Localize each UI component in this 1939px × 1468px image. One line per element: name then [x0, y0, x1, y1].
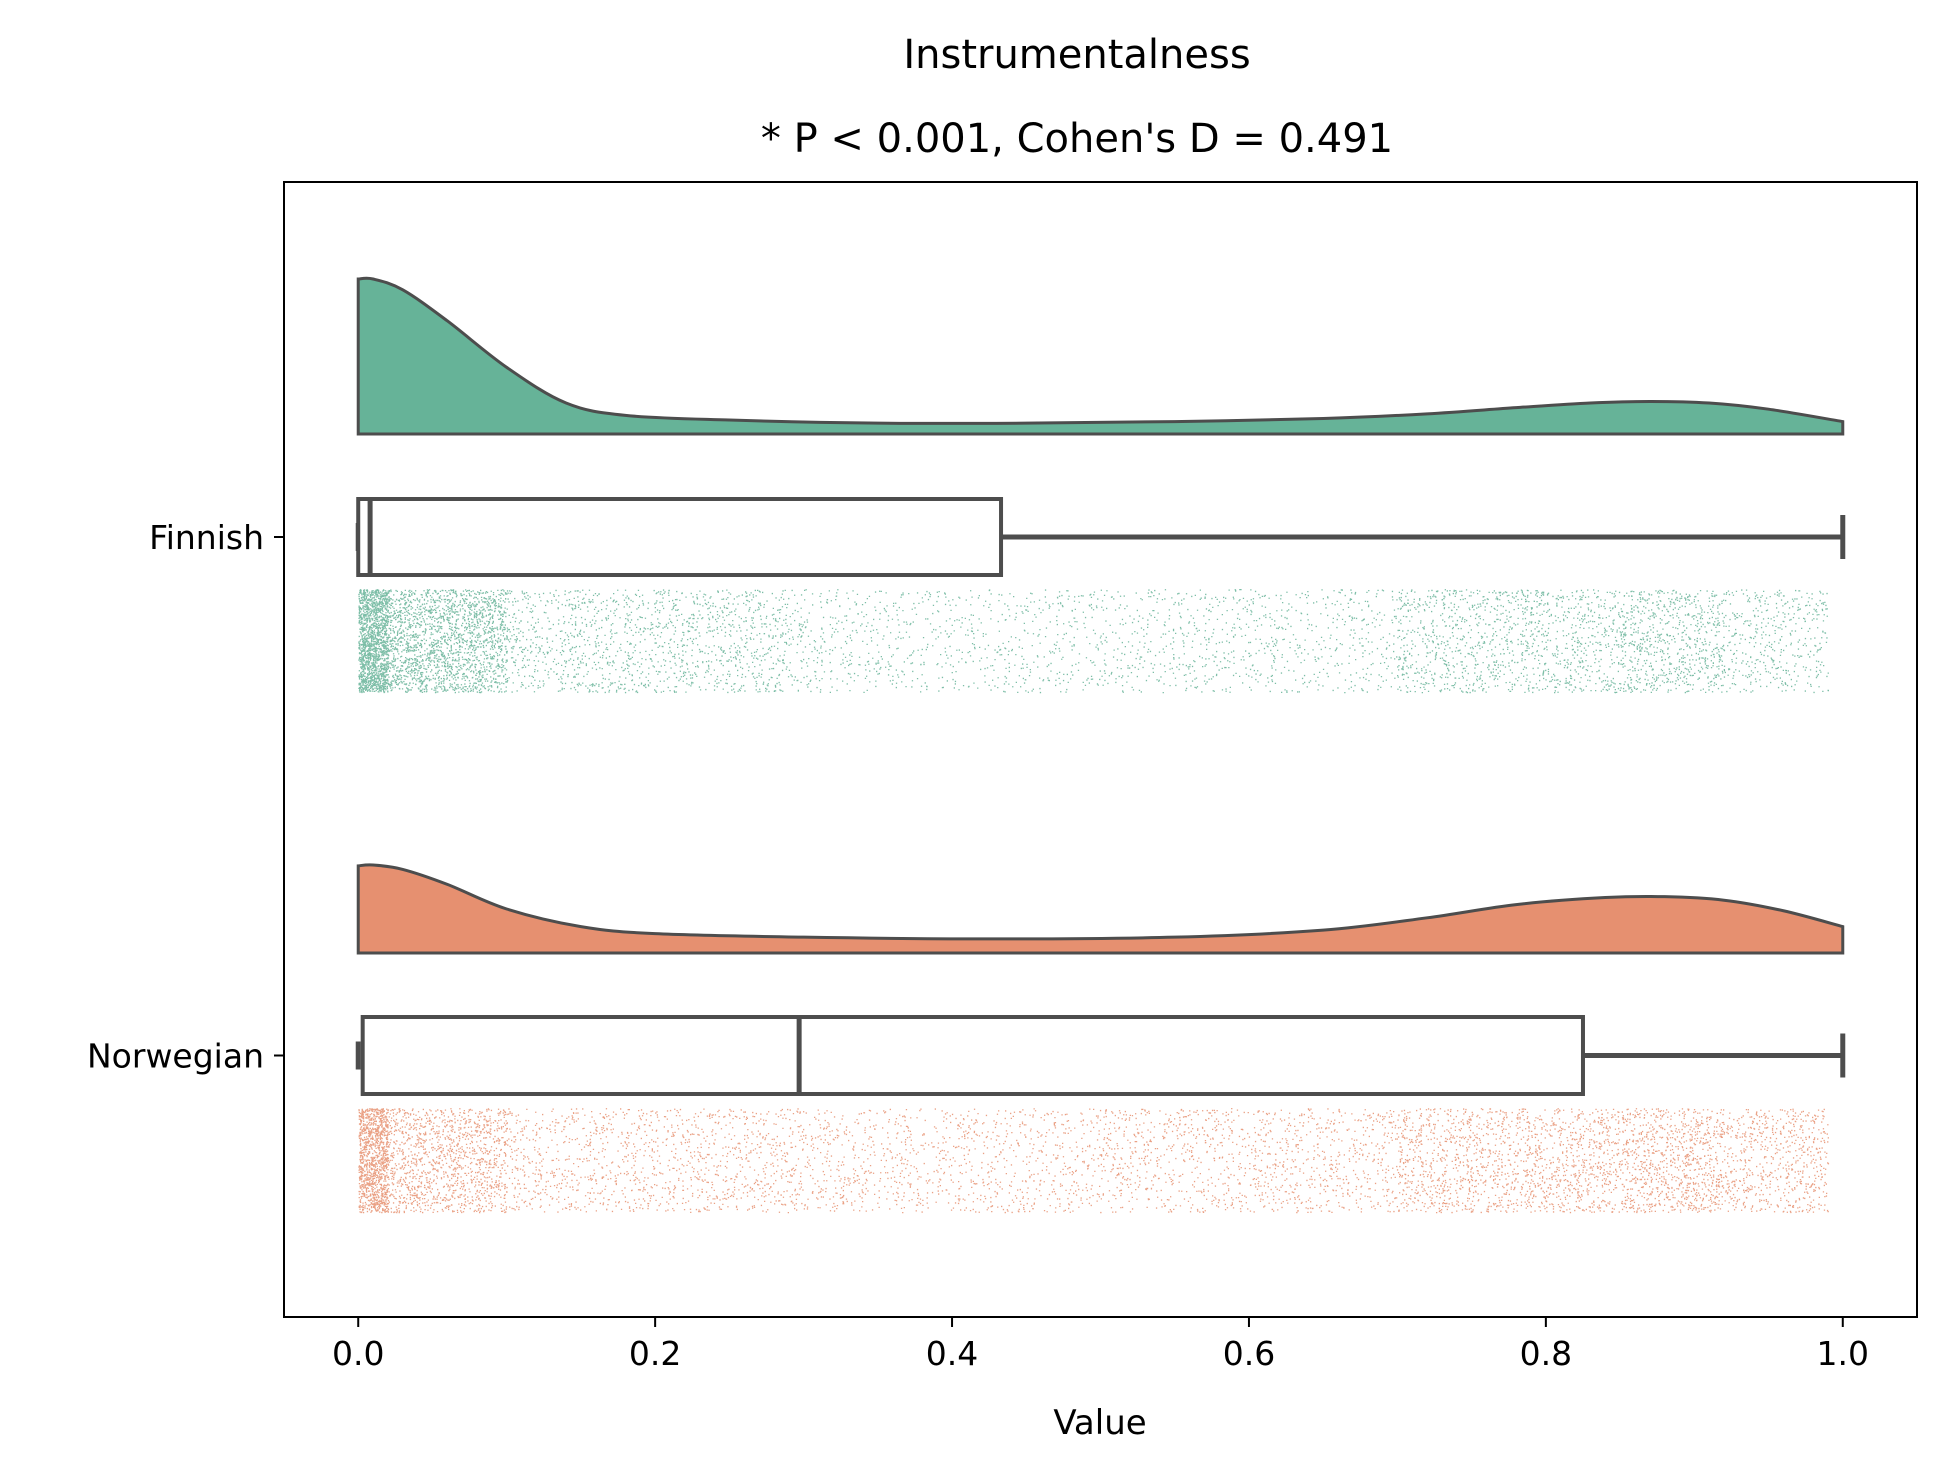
- box-iqr: [360, 1015, 1585, 1096]
- rain-strip: [358, 1108, 1830, 1214]
- box-plot: [355, 1015, 1846, 1096]
- density-cloud: [356, 863, 1845, 955]
- x-tick-label: 0.2: [629, 1334, 681, 1373]
- chart-subtitle: * P < 0.001, Cohen's D = 0.491: [761, 116, 1393, 162]
- density-cloud: [356, 276, 1845, 436]
- x-tick-label: 0.4: [926, 1334, 978, 1373]
- x-tick-label: 0.0: [332, 1334, 384, 1373]
- x-tick-label: 0.8: [1520, 1334, 1572, 1373]
- plot-frame: [283, 181, 1918, 1318]
- x-tick-label: 1.0: [1817, 1334, 1869, 1373]
- y-tick-label: Finnish: [149, 518, 264, 557]
- group-finnish: [355, 276, 1846, 694]
- chart-title: Instrumentalness: [903, 32, 1250, 78]
- plot-area: [355, 276, 1846, 1214]
- rain-strip: [358, 589, 1829, 694]
- y-tick-label: Norwegian: [87, 1037, 264, 1076]
- y-axis: Finnish Norwegian: [87, 518, 284, 1076]
- group-norwegian: [355, 863, 1846, 1214]
- box-iqr: [356, 497, 1004, 577]
- x-axis-label: Value: [1053, 1403, 1146, 1443]
- rain-points: [358, 589, 1829, 694]
- x-tick-label: 0.6: [1223, 1334, 1275, 1373]
- rain-points: [358, 1108, 1830, 1214]
- x-axis: 0.0 0.2 0.4 0.6 0.8 1.0: [332, 1317, 1869, 1373]
- box-plot: [355, 497, 1846, 577]
